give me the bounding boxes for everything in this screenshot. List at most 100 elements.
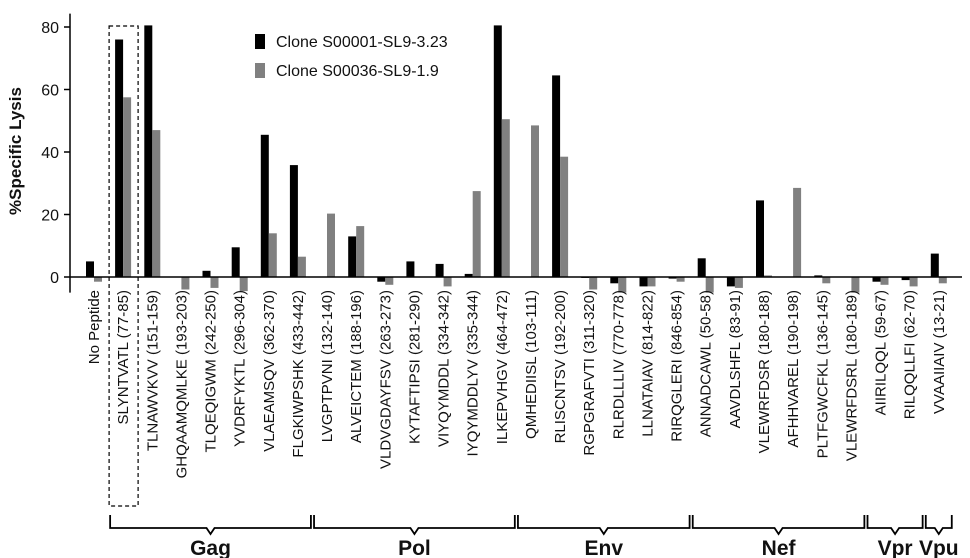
- bar: [610, 277, 619, 284]
- bar: [901, 277, 910, 281]
- group-label: Nef: [762, 537, 797, 558]
- bar: [560, 156, 569, 277]
- bar: [94, 277, 102, 282]
- group-brace: [109, 515, 312, 536]
- category-label: ANNADCAWL (50-58): [698, 290, 715, 437]
- bar: [822, 277, 831, 284]
- bar: [152, 130, 161, 277]
- bar: [697, 258, 706, 278]
- bar: [639, 277, 648, 287]
- category-label: RLISCNTSV (192-200): [552, 290, 569, 443]
- category-label: GHQAAMQMLKE (193-203): [173, 290, 190, 478]
- category-label: YVDRFYKTL (296-304): [232, 290, 249, 447]
- category-label: RGPGRAFVTI (311-320): [581, 290, 598, 456]
- group-brace: [691, 515, 866, 536]
- category-label: RILQQLLFI (62-70): [902, 290, 919, 419]
- bar: [289, 165, 298, 277]
- category-label: RLRDLLLIV (770-778): [610, 290, 627, 439]
- legend-swatch: [255, 63, 265, 78]
- category-label: AAVDLSHFL (83-91): [727, 290, 744, 428]
- group-label: Gag: [190, 537, 231, 558]
- bar: [589, 277, 598, 290]
- group-brace: [313, 515, 516, 536]
- bar: [756, 200, 764, 277]
- category-label: KYTAFTIPSI (281-290): [406, 290, 423, 444]
- group-label: Vpr: [878, 537, 913, 558]
- category-label: VLEWRFDSR (180-188): [756, 290, 773, 453]
- y-tick-label: 80: [41, 20, 59, 37]
- bar: [377, 277, 386, 282]
- bar: [668, 277, 677, 279]
- group-brace: [517, 515, 691, 536]
- bar: [239, 277, 248, 292]
- category-label: TLQEQIGWM (242-250): [203, 290, 220, 453]
- bar: [676, 277, 685, 282]
- bar: [435, 263, 444, 277]
- group-label: Vpu: [919, 537, 959, 558]
- bar: [202, 270, 211, 278]
- bar: [647, 277, 656, 287]
- bar: [493, 25, 502, 278]
- category-label: ALVEICTEM (188-196): [348, 290, 365, 443]
- bar: [327, 213, 335, 277]
- bar: [260, 134, 269, 277]
- category-label: LLNATAIAV (814-822): [640, 290, 657, 437]
- bar: [406, 261, 415, 277]
- category-label: VIYQYMDDL (334-342): [436, 290, 453, 447]
- bars-group: [86, 25, 947, 507]
- bar: [86, 261, 94, 277]
- group-label: Pol: [398, 537, 431, 558]
- bar: [705, 277, 714, 293]
- y-tick-label: 0: [50, 270, 59, 287]
- bar: [938, 277, 947, 284]
- bar: [297, 256, 306, 277]
- y-tick-label: 40: [41, 145, 59, 162]
- group-brace: [866, 515, 924, 536]
- bar: [814, 275, 823, 277]
- category-label: QMHEDIISL (103-111): [523, 290, 540, 439]
- bar: [764, 275, 772, 277]
- category-label: VLAEAMSQV (362-370): [261, 290, 278, 452]
- bar: [501, 119, 510, 277]
- category-label: IYQYMDDLYV (335-344): [465, 290, 482, 456]
- bar: [618, 277, 627, 293]
- bar: [123, 97, 132, 277]
- bar: [872, 277, 881, 282]
- bar: [144, 25, 153, 278]
- category-label: No Peptide: [86, 290, 103, 364]
- category-label: AFHHVAREL (190-198): [785, 290, 802, 448]
- y-axis-title: %Specific Lysis: [6, 87, 25, 215]
- y-axis-group: 0 20 40 60 80: [41, 13, 71, 293]
- bar: [793, 187, 802, 277]
- highlight-box: [108, 25, 139, 507]
- y-tick-label: 60: [41, 83, 59, 100]
- legend-label: Clone S00001-SL9-3.23: [276, 34, 448, 51]
- category-label: LVGPTPVNI (132-140): [319, 290, 336, 442]
- bar: [880, 277, 889, 285]
- bar: [231, 247, 240, 277]
- protein-groups: Gag Pol Env Nef Vpr Vpu: [109, 515, 959, 558]
- category-label: SLYNTVATL (77-85): [115, 290, 132, 425]
- bar: [443, 277, 452, 287]
- bar: [726, 277, 735, 287]
- y-tick-label: 20: [41, 208, 59, 225]
- category-label: VVAAIIAIV (13-21): [931, 290, 948, 414]
- category-label: AIIRILQQL (59-67): [873, 290, 890, 415]
- bar: [210, 277, 219, 288]
- bar: [385, 277, 394, 285]
- category-label: FLGKIWPSHK (433-442): [290, 290, 307, 458]
- bar: [472, 191, 481, 277]
- category-label: ILKEPVHGV (464-472): [494, 290, 511, 444]
- legend-swatch: [255, 34, 265, 49]
- category-label: TLNAWVKVV (151-159): [144, 290, 161, 451]
- bar: [531, 125, 539, 278]
- category-label: VLEWRFDSRL (180-189): [843, 290, 860, 461]
- bar: [356, 226, 365, 277]
- bar: [115, 39, 124, 277]
- category-label: PLTFGWCFKL (136-145): [814, 290, 831, 458]
- legend-label: Clone S00036-SL9-1.9: [276, 63, 439, 80]
- category-label: VLDVGDAYFSV (263-273): [377, 290, 394, 469]
- group-label: Env: [585, 537, 624, 558]
- bar: [464, 273, 473, 277]
